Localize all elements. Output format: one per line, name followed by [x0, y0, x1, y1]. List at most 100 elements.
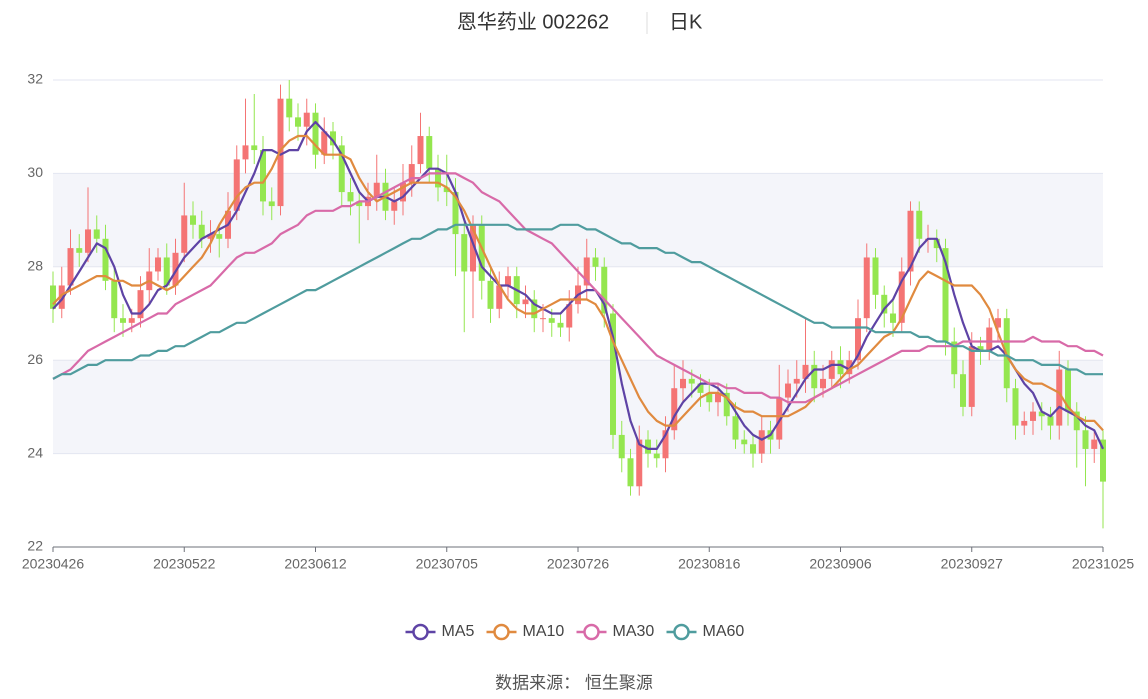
candle-body: [697, 383, 704, 393]
legend-item: MA30: [576, 623, 655, 641]
candle-body: [540, 318, 546, 320]
candle-body: [58, 285, 65, 309]
candle-body: [1038, 411, 1045, 417]
candle-body: [1047, 416, 1054, 426]
candle-body: [680, 378, 686, 389]
candle-body: [207, 234, 214, 239]
candle-body: [610, 313, 616, 435]
legend-label: MA30: [613, 623, 655, 640]
candle-body: [93, 229, 100, 239]
candle-body: [67, 248, 74, 286]
legend-item: MA10: [486, 623, 565, 641]
candle-body: [592, 257, 599, 267]
candle-body: [76, 248, 83, 253]
chart-title: 恩华药业 002262: [457, 10, 609, 33]
candle-body: [496, 285, 503, 309]
candle-body: [688, 378, 695, 384]
legend-label: MA5: [442, 623, 475, 640]
candle-body: [400, 182, 406, 202]
candle-body: [855, 318, 861, 361]
candle-body: [583, 257, 590, 286]
candle-body: [863, 257, 870, 319]
candle-body: [338, 145, 345, 193]
candle-body: [356, 201, 363, 207]
y-tick-label: 30: [27, 164, 43, 180]
candle-body: [478, 224, 485, 281]
candle-body: [960, 374, 966, 407]
candle-body: [120, 318, 126, 323]
candle-body: [443, 187, 450, 193]
candle-body: [487, 280, 494, 309]
candle-body: [793, 378, 800, 384]
candle-body: [461, 234, 468, 272]
candle-body: [531, 299, 538, 319]
candle-body: [286, 98, 293, 118]
candle-body: [706, 392, 713, 403]
candle-body: [802, 364, 809, 379]
candle-body: [916, 210, 923, 239]
candle-body: [233, 159, 240, 211]
candle-body: [505, 276, 511, 286]
x-tick-label: 20230927: [941, 556, 1004, 572]
candle-body: [671, 388, 678, 431]
candle-body: [295, 117, 301, 127]
legend-item: MA5: [405, 623, 475, 641]
x-tick-label: 20231025: [1072, 556, 1135, 572]
ma-line: [52, 120, 1104, 450]
candle-body: [312, 112, 319, 155]
candle-body: [435, 168, 441, 188]
legend-label: MA10: [523, 623, 565, 640]
x-tick-label: 20230522: [153, 556, 216, 572]
candle-body: [820, 378, 826, 389]
candle-body: [242, 145, 249, 160]
candle-body: [102, 238, 109, 281]
candle-body: [470, 224, 476, 272]
x-tick-label: 20230906: [809, 556, 872, 572]
candle-body: [750, 444, 756, 454]
candle-body: [872, 257, 879, 295]
candle-body: [645, 439, 651, 454]
candle-body: [933, 238, 940, 249]
candle-body: [627, 458, 634, 487]
x-tick-label: 20230726: [547, 556, 610, 572]
x-tick-label: 20230705: [416, 556, 479, 572]
grid-band: [53, 360, 1103, 454]
candle-body: [50, 285, 56, 309]
candle-body: [995, 318, 1001, 328]
ma-line: [52, 172, 1104, 404]
candle-body: [951, 341, 958, 375]
candle-body: [1056, 369, 1063, 426]
candle-body: [1100, 439, 1106, 482]
x-tick-label: 20230816: [678, 556, 741, 572]
candle-body: [548, 318, 555, 323]
candle-body: [618, 434, 625, 459]
candle-body: [977, 346, 984, 351]
candle-body: [251, 145, 258, 151]
candle-body: [1012, 388, 1019, 426]
candle-body: [1091, 439, 1098, 449]
y-tick-label: 22: [27, 538, 43, 554]
candle-body: [968, 346, 975, 407]
candle-body: [391, 201, 398, 211]
candle-body: [907, 210, 914, 272]
candle-body: [373, 182, 380, 197]
candle-body: [1082, 430, 1089, 449]
y-tick-label: 32: [27, 71, 43, 87]
legend-marker: [412, 623, 429, 641]
candle-body: [181, 215, 188, 253]
candle-body: [1065, 369, 1071, 412]
candle-body: [347, 192, 354, 202]
x-tick-label: 20230612: [284, 556, 347, 572]
candle-body: [942, 248, 949, 342]
candle-body: [557, 322, 564, 328]
legend-item: MA60: [666, 623, 744, 641]
candle-body: [452, 192, 459, 235]
candle-body: [268, 201, 275, 207]
candle-body: [566, 304, 573, 328]
candle-body: [1021, 420, 1028, 426]
candle-body: [111, 280, 118, 319]
legend-marker: [583, 623, 600, 641]
candle-body: [741, 439, 748, 445]
candle-body: [898, 271, 905, 323]
